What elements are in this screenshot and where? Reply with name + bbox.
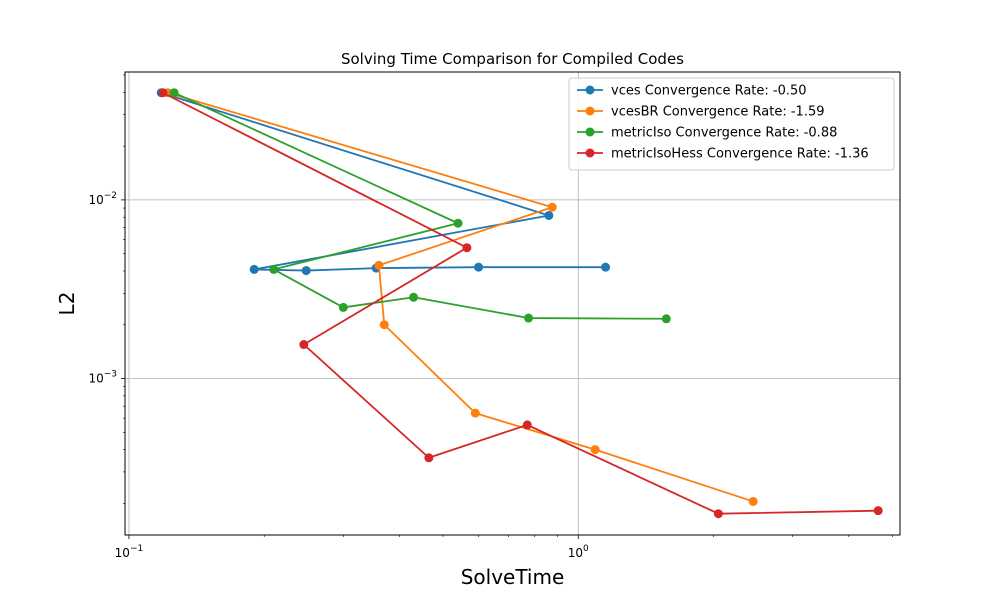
data-point — [873, 506, 883, 516]
data-point — [409, 292, 419, 302]
legend-entry: metricIsoHess Convergence Rate: -1.36 — [611, 147, 869, 162]
data-point — [748, 496, 758, 506]
series-0 — [156, 88, 611, 276]
legend-swatch-marker — [585, 127, 595, 137]
data-point — [269, 264, 279, 274]
legend-entry: metricIso Convergence Rate: -0.88 — [611, 126, 837, 141]
data-point — [424, 453, 434, 463]
data-point — [661, 314, 671, 324]
data-point — [338, 302, 348, 312]
data-point — [590, 445, 600, 455]
data-point — [301, 266, 311, 276]
data-point — [713, 509, 723, 519]
y-axis-label: L2 — [55, 292, 79, 316]
series-2 — [169, 88, 671, 324]
y-tick-label: 10−2 — [88, 191, 117, 207]
x-axis-label: SolveTime — [461, 565, 565, 589]
legend-swatch-marker — [585, 106, 595, 116]
data-point — [522, 420, 532, 430]
data-point — [453, 218, 463, 228]
data-point — [470, 408, 480, 418]
legend-box — [568, 77, 895, 171]
x-tick-label: 10−1 — [115, 544, 144, 560]
x-tick-label: 100 — [568, 544, 589, 560]
legend-swatch-marker — [585, 148, 595, 158]
data-point — [158, 88, 168, 98]
legend-entry: vces Convergence Rate: -0.50 — [611, 84, 807, 99]
chart-title: Solving Time Comparison for Compiled Cod… — [341, 50, 684, 68]
data-point — [169, 88, 179, 98]
series-layer — [156, 88, 883, 519]
y-tick-label: 10−3 — [88, 370, 117, 386]
data-point — [524, 313, 534, 323]
ticks: 10−1 100 10−3 10−2 — [88, 74, 893, 560]
legend: vces Convergence Rate: -0.50 vcesBR Conve… — [568, 77, 895, 171]
legend-entry: vcesBR Convergence Rate: -1.59 — [611, 105, 825, 120]
data-point — [379, 320, 389, 330]
data-point — [474, 262, 484, 272]
plot-frame — [124, 71, 901, 536]
data-point — [249, 264, 259, 274]
data-point — [462, 243, 472, 253]
data-point — [547, 202, 557, 212]
legend-swatch-marker — [585, 85, 595, 95]
series-3 — [158, 88, 883, 519]
data-point — [544, 210, 554, 220]
data-point — [601, 262, 611, 272]
data-point — [299, 340, 309, 350]
data-point — [374, 260, 384, 270]
